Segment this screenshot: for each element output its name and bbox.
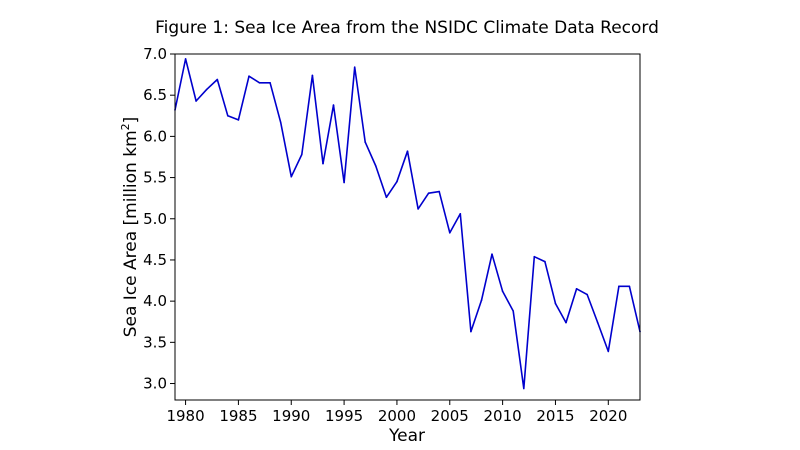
data-point-1981	[195, 100, 197, 102]
data-point-1980	[184, 58, 187, 60]
data-point-1991	[301, 153, 303, 156]
y-tick-label-5.0: 5.0	[143, 210, 167, 228]
data-point-1982	[205, 88, 208, 91]
y-tick-label-3.0: 3.0	[143, 375, 167, 393]
y-tick-label-3.5: 3.5	[143, 333, 167, 351]
data-point-1990	[290, 175, 293, 178]
x-tick-label-1990: 1990	[272, 407, 310, 425]
data-point-2003	[427, 192, 430, 194]
x-axis-label: Year	[388, 426, 425, 446]
data-point-1997	[364, 141, 367, 143]
data-point-2021	[618, 285, 620, 288]
data-point-1994	[332, 104, 335, 106]
data-point-2019	[596, 321, 599, 324]
y-axis-label: Sea Ice Area [million km2]	[119, 117, 141, 338]
data-point-1999	[385, 196, 388, 199]
y-axis-label-main: Sea Ice Area [million km	[121, 130, 141, 337]
data-point-1989	[279, 121, 282, 124]
x-tick-label-2005: 2005	[431, 407, 469, 425]
data-point-1998	[375, 165, 377, 167]
data-point-2011	[512, 310, 514, 312]
y-tick-label-5.5: 5.5	[143, 169, 167, 187]
series-line	[174, 58, 641, 390]
data-point-2017	[575, 288, 578, 290]
data-point-1983	[216, 78, 219, 81]
data-point-1986	[248, 75, 250, 77]
plot-area	[174, 58, 641, 390]
x-tick-label-2010: 2010	[484, 407, 522, 425]
data-point-2008	[480, 299, 483, 302]
x-tick-label-2000: 2000	[378, 407, 416, 425]
data-point-1995	[343, 181, 345, 184]
y-axis: 3.0 3.5 4.0 4.5 5.0 5.5 6.0 6.5 7.0	[143, 45, 175, 393]
y-tick-label-4.5: 4.5	[143, 251, 167, 269]
x-tick-label-1985: 1985	[219, 407, 257, 425]
y-axis-label-end: ]	[121, 117, 141, 124]
data-point-1993	[322, 162, 324, 165]
data-point-1996	[353, 66, 356, 68]
data-point-1984	[227, 115, 229, 117]
data-point-2002	[417, 208, 419, 210]
y-axis-label-superscript: 2	[119, 123, 132, 130]
data-point-2004	[438, 190, 441, 193]
data-point-2001	[406, 150, 409, 152]
x-tick-label-1980: 1980	[166, 407, 204, 425]
data-point-2010	[501, 290, 504, 293]
data-point-1987	[258, 82, 261, 84]
y-tick-label-7.0: 7.0	[143, 45, 167, 63]
data-point-2015	[554, 302, 557, 305]
x-tick-label-2015: 2015	[536, 407, 574, 425]
y-tick-label-6.5: 6.5	[143, 86, 167, 104]
data-point-2022	[628, 285, 631, 288]
data-point-2014	[544, 260, 546, 263]
data-point-1992	[311, 74, 314, 77]
x-tick-label-1995: 1995	[325, 407, 363, 425]
data-point-2009	[491, 253, 493, 255]
y-tick-label-4.0: 4.0	[143, 292, 167, 310]
data-point-2005	[449, 232, 451, 234]
data-point-2013	[533, 255, 536, 258]
data-point-2018	[586, 293, 588, 296]
x-axis: 1980 1985 1990 1995 2000 2005 2010 2015 2020	[166, 400, 627, 425]
data-point-1985	[237, 119, 240, 121]
plot-frame	[174, 53, 641, 401]
data-point-1988	[269, 82, 271, 84]
x-tick-label-2020: 2020	[589, 407, 627, 425]
data-point-2006	[459, 213, 462, 215]
y-tick-label-6.0: 6.0	[143, 127, 167, 145]
chart-title: Figure 1: Sea Ice Area from the NSIDC Cl…	[155, 18, 659, 38]
data-point-2007	[470, 330, 472, 333]
data-point-2012	[523, 387, 525, 390]
data-point-2016	[565, 321, 567, 324]
data-point-2000	[396, 180, 398, 183]
data-point-2020	[607, 350, 610, 353]
